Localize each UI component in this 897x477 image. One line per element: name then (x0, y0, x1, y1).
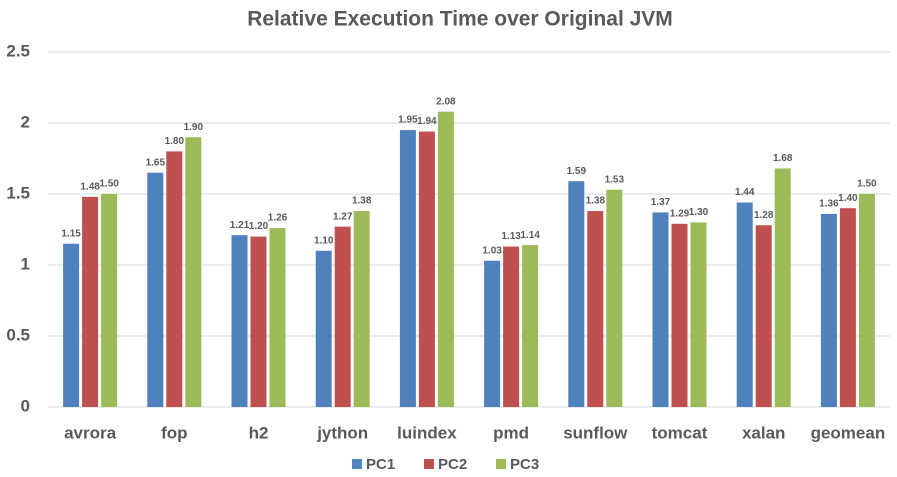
bar (587, 211, 604, 407)
bar (250, 236, 267, 407)
data-label: 1.38 (586, 196, 606, 207)
y-tick-label: 0 (21, 396, 30, 415)
y-tick-label: 0.5 (6, 325, 30, 344)
data-label: 1.50 (99, 179, 119, 190)
data-label: 2.08 (436, 96, 456, 107)
bar (755, 225, 772, 407)
data-label: 1.44 (735, 187, 755, 198)
legend-label: PC3 (510, 456, 539, 473)
data-label: 1.27 (333, 211, 353, 222)
x-tick-label: luindex (397, 423, 457, 442)
bar (418, 131, 435, 407)
x-tick-label: tomcat (652, 423, 708, 442)
bar (858, 194, 875, 407)
x-tick-label: xalan (742, 423, 785, 442)
bar (839, 208, 856, 407)
x-tick-label: avrora (64, 423, 117, 442)
bar (101, 194, 118, 407)
bar (484, 260, 501, 407)
data-label: 1.30 (689, 207, 709, 218)
bar (166, 151, 183, 407)
data-label: 1.21 (230, 220, 250, 231)
legend-swatch (424, 459, 434, 469)
data-label: 1.90 (184, 122, 204, 133)
bar (671, 223, 688, 407)
data-label: 1.28 (754, 210, 774, 221)
data-label: 1.37 (651, 197, 671, 208)
bar (185, 137, 202, 407)
data-label: 1.94 (417, 116, 437, 127)
data-label: 1.95 (398, 115, 418, 126)
data-label: 1.80 (165, 136, 185, 147)
data-label: 1.65 (146, 157, 166, 168)
bar (334, 226, 351, 407)
data-label: 1.40 (838, 193, 858, 204)
bar (63, 243, 80, 407)
bar (269, 228, 286, 407)
bar (568, 181, 585, 407)
bar (399, 130, 416, 407)
bar (820, 213, 837, 407)
legend-label: PC2 (438, 456, 467, 473)
legend-swatch (352, 459, 362, 469)
x-tick-label: jython (316, 423, 368, 442)
data-label: 1.13 (501, 231, 521, 242)
legend-swatch (496, 459, 506, 469)
x-tick-label: geomean (811, 423, 886, 442)
x-tick-label: pmd (493, 423, 529, 442)
data-label: 1.03 (482, 245, 502, 256)
data-label: 1.10 (314, 235, 334, 246)
data-label: 1.48 (80, 181, 100, 192)
y-tick-label: 2 (21, 112, 30, 131)
data-label: 1.50 (857, 179, 877, 190)
data-label: 1.15 (61, 228, 81, 239)
bar (147, 172, 164, 407)
bar (503, 246, 520, 407)
x-tick-label: h2 (249, 423, 269, 442)
y-tick-label: 1 (21, 254, 30, 273)
data-label: 1.14 (520, 230, 540, 241)
bar (353, 211, 370, 407)
y-tick-label: 1.5 (6, 183, 30, 202)
data-label: 1.68 (773, 153, 793, 164)
bar (522, 245, 539, 407)
chart-title: Relative Execution Time over Original JV… (247, 8, 673, 31)
bar (231, 235, 248, 407)
bar (315, 250, 332, 407)
data-label: 1.36 (819, 199, 839, 210)
data-label: 1.20 (249, 221, 269, 232)
y-tick-label: 2.5 (6, 41, 30, 60)
bar (774, 168, 791, 407)
bar (606, 189, 623, 407)
bar (690, 222, 707, 407)
data-label: 1.29 (670, 208, 690, 219)
data-label: 1.53 (605, 174, 625, 185)
data-label: 1.38 (352, 196, 372, 207)
x-tick-label: fop (161, 423, 187, 442)
data-label: 1.59 (567, 166, 587, 177)
bar (652, 212, 669, 407)
legend-label: PC1 (366, 456, 395, 473)
bar (82, 196, 99, 407)
bar (437, 111, 454, 407)
bar (736, 202, 753, 407)
data-label: 1.26 (268, 213, 288, 224)
x-tick-label: sunflow (563, 423, 628, 442)
